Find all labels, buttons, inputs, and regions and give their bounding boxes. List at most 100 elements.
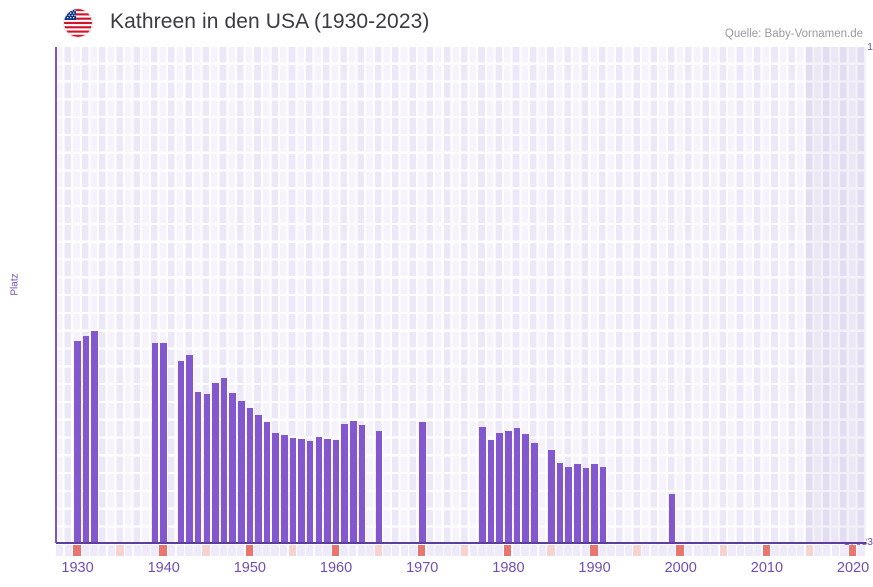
bar <box>341 424 348 543</box>
decade-marker-cell <box>297 545 305 556</box>
x-tick-label: 1960 <box>319 560 353 576</box>
decade-marker-cell <box>736 545 745 556</box>
decade-marker-cell <box>133 545 141 556</box>
bar <box>496 433 504 543</box>
decade-marker-cell <box>564 545 572 556</box>
decade-marker-cell <box>555 545 564 556</box>
x-tick-label: 1930 <box>61 560 94 576</box>
decade-marker-cell <box>236 545 245 556</box>
decade-marker-cell <box>581 545 590 556</box>
decade-marker-cell <box>779 545 788 556</box>
decade-marker-cell <box>443 545 452 556</box>
bar <box>556 463 564 543</box>
decade-marker-cell <box>469 545 478 556</box>
decade-marker-cell <box>271 545 279 556</box>
x-axis-line <box>56 542 866 544</box>
decade-marker-cell <box>245 545 253 556</box>
decade-marker-cell <box>435 545 443 556</box>
chart-header: Kathreen in den USA (1930-2023) Quelle: … <box>0 0 873 44</box>
x-tick-label: 2000 <box>664 560 697 576</box>
decade-marker-cell <box>685 545 693 556</box>
bar <box>263 422 271 543</box>
decade-marker-cell <box>710 545 719 556</box>
bar <box>186 355 193 543</box>
decade-marker-cell <box>624 545 633 556</box>
decade-marker-cell <box>142 545 150 556</box>
us-flag-icon <box>64 9 92 37</box>
bar <box>272 433 280 543</box>
decade-marker-cell <box>719 545 727 556</box>
bar <box>298 439 305 543</box>
decade-marker-cell <box>340 545 348 556</box>
decade-marker-cell <box>547 545 555 556</box>
decade-marker-cell <box>202 545 210 556</box>
decade-marker-cell <box>150 545 159 556</box>
x-tick-label: 1970 <box>406 560 439 576</box>
x-tick-label: 1980 <box>492 560 525 576</box>
plot-area <box>56 47 866 543</box>
bar <box>177 361 185 543</box>
decade-marker-cell <box>211 545 219 556</box>
decade-marker-cell <box>219 545 228 556</box>
decade-marker-cell <box>659 545 667 556</box>
decade-marker-cell <box>857 545 865 556</box>
decade-marker-cell <box>288 545 297 556</box>
bar <box>487 440 495 543</box>
bar <box>591 464 598 543</box>
x-tick-label: 1990 <box>578 560 611 576</box>
x-tick-label: 2020 <box>836 560 870 576</box>
decade-marker-cell <box>616 545 624 556</box>
decade-marker-cell <box>168 545 176 556</box>
bar <box>574 464 581 543</box>
bar <box>375 431 383 543</box>
bar <box>160 343 167 543</box>
decade-marker-cell <box>228 545 236 556</box>
bar <box>513 428 521 543</box>
decade-marker-cell <box>504 545 512 556</box>
decade-marker-cell <box>280 545 288 556</box>
decade-marker-cell <box>392 545 400 556</box>
bar <box>82 336 90 543</box>
bar <box>418 422 426 543</box>
decade-marker-cell <box>771 545 779 556</box>
decade-marker-cell <box>116 545 124 556</box>
decade-marker-cell <box>56 545 64 556</box>
bar <box>530 443 538 543</box>
decade-marker-cell <box>461 545 469 556</box>
decade-marker-cell <box>409 545 417 556</box>
bar <box>599 467 607 543</box>
bar <box>582 468 590 543</box>
decade-marker-cell <box>124 545 133 556</box>
decade-marker-cell <box>538 545 546 556</box>
bar <box>548 450 555 543</box>
bar <box>74 341 81 543</box>
decade-marker-cell <box>348 545 357 556</box>
decade-marker-cell <box>495 545 503 556</box>
bar <box>505 431 512 543</box>
decade-marker-cell <box>374 545 383 556</box>
bar <box>289 438 297 543</box>
bar <box>281 435 288 543</box>
bar <box>255 415 262 543</box>
bar <box>332 440 340 543</box>
decade-marker-cell <box>159 545 167 556</box>
x-tick-label: 1940 <box>147 560 180 576</box>
decade-marker-cell <box>573 545 581 556</box>
decade-marker-cell <box>848 545 857 556</box>
decade-marker-cell <box>598 545 607 556</box>
decade-marker-cell <box>702 545 710 556</box>
decade-marker-cell <box>314 545 322 556</box>
decade-marker-cell <box>797 545 805 556</box>
decade-marker-cell <box>331 545 340 556</box>
bar <box>220 378 228 543</box>
bar <box>203 394 211 543</box>
decade-marker-cell <box>81 545 90 556</box>
bar <box>315 437 323 543</box>
decade-marker-cell <box>831 545 839 556</box>
y-tick-label-top: 1 <box>867 41 873 53</box>
decade-marker-cell <box>512 545 521 556</box>
decade-marker-cell <box>745 545 753 556</box>
decade-marker-cell <box>254 545 262 556</box>
y-axis-line <box>55 47 57 543</box>
bar <box>194 392 202 543</box>
